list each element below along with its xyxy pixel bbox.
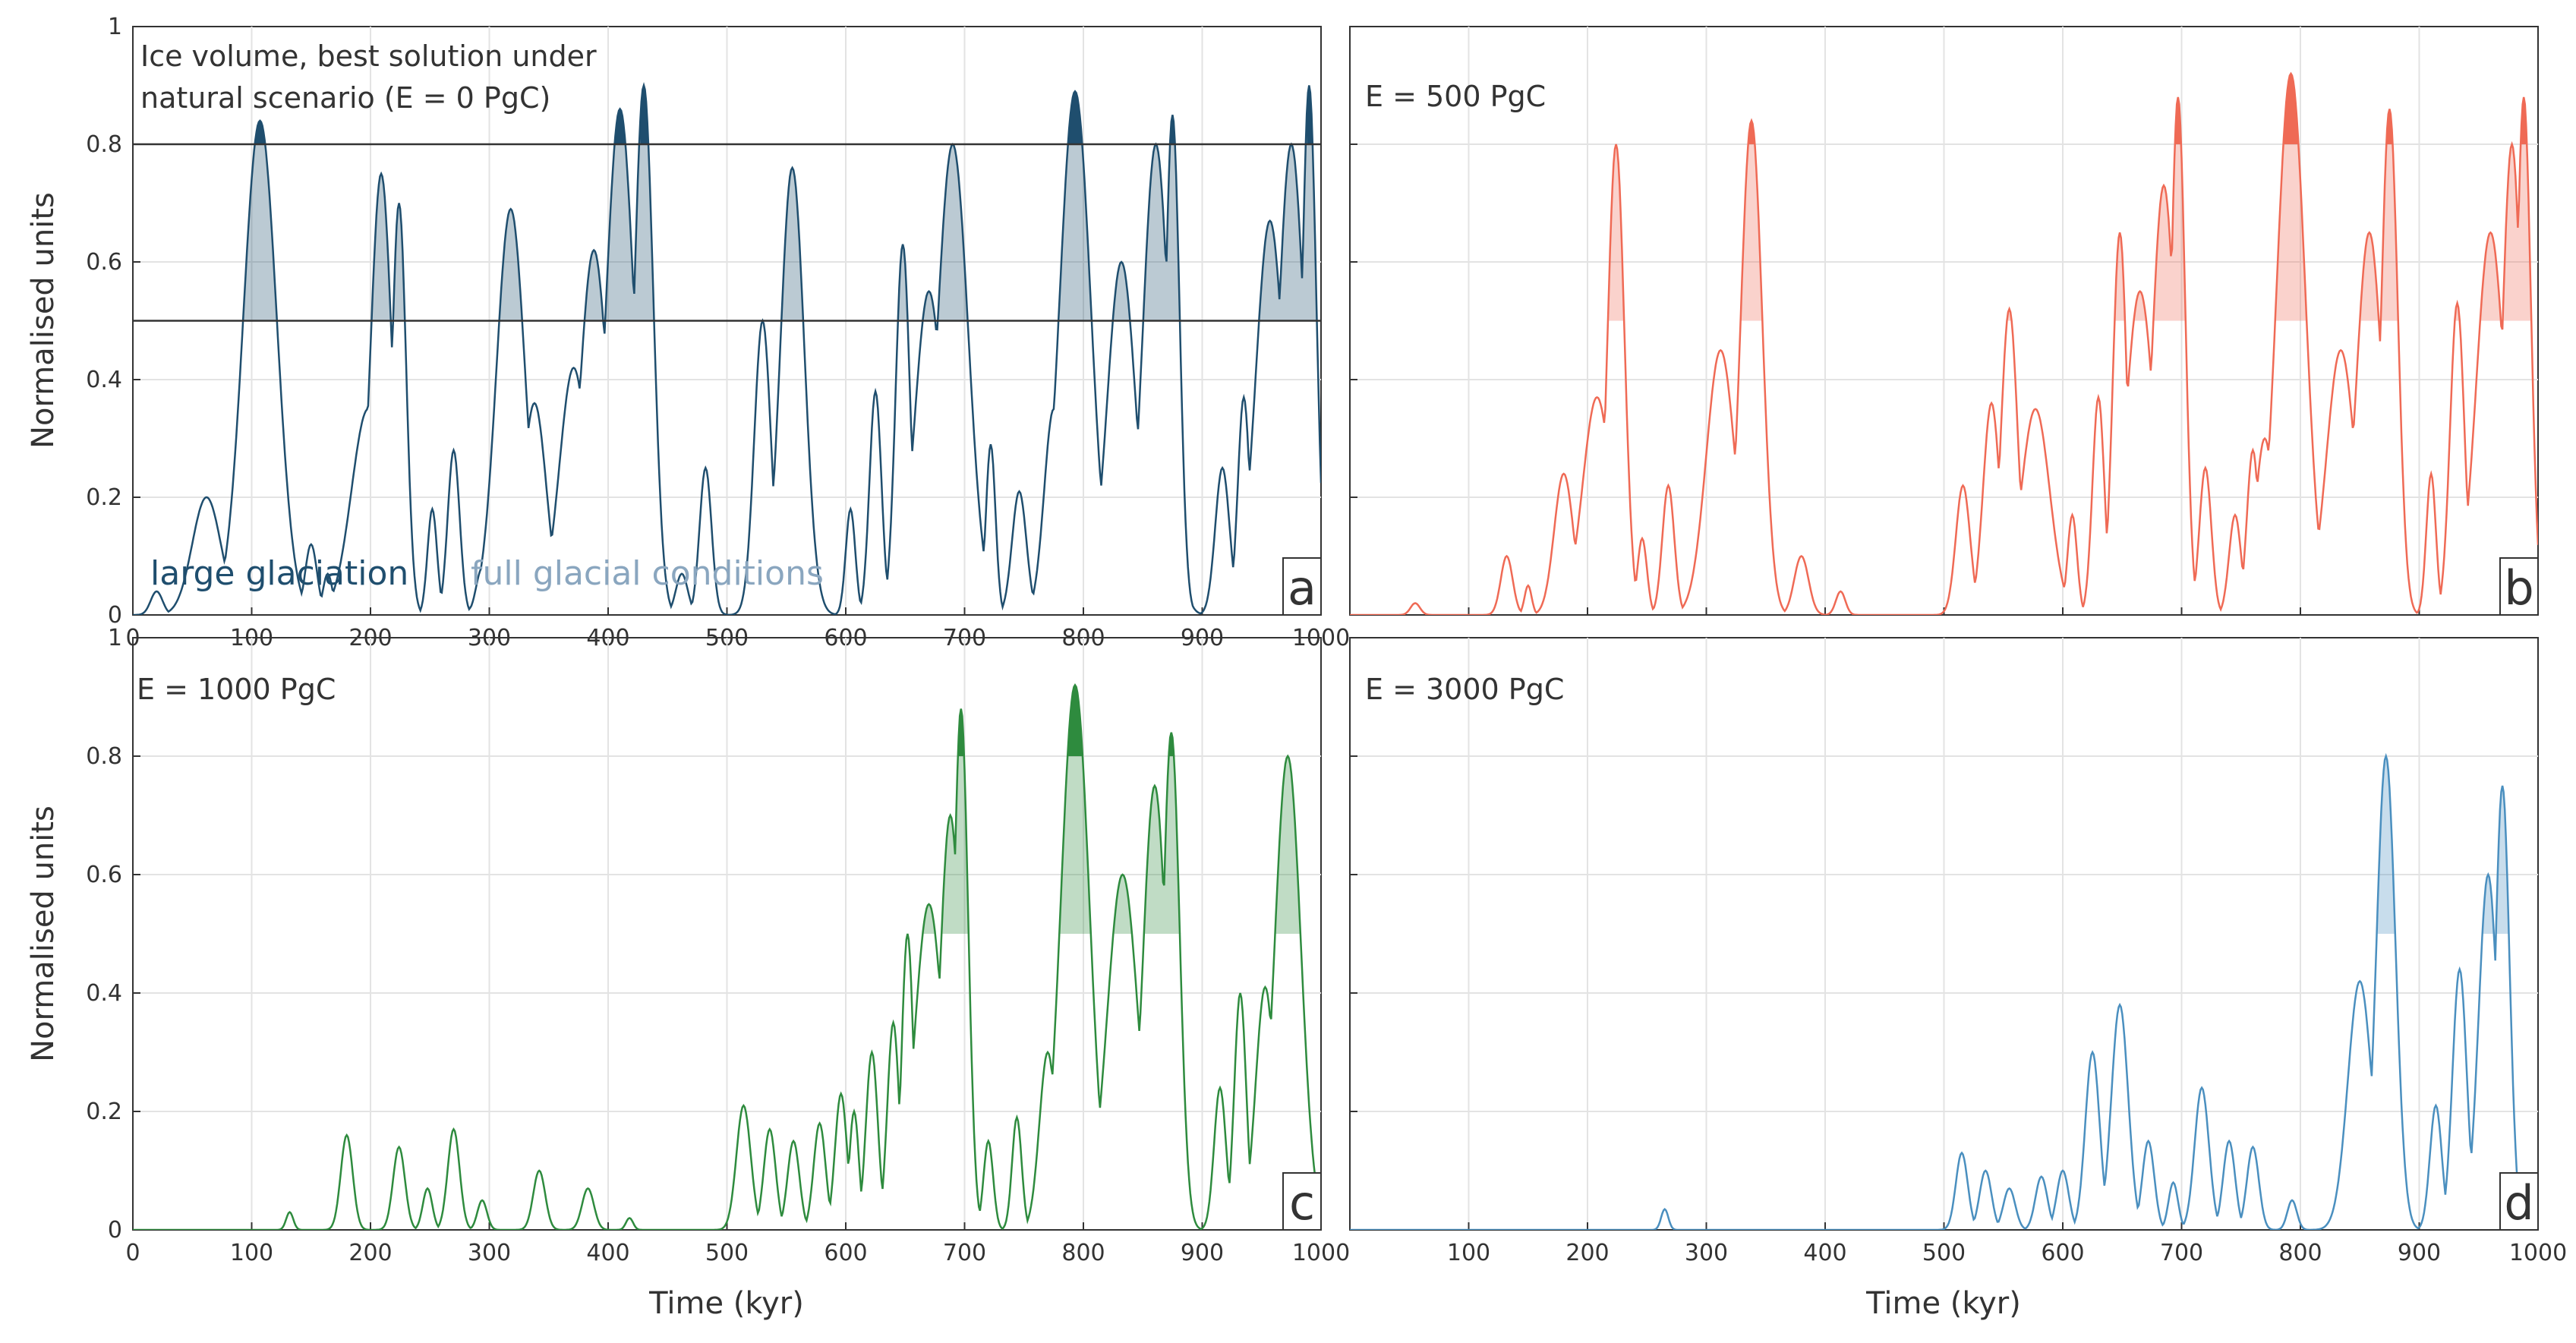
panel-a-ytick-label: 0.8 [86,131,122,158]
panel-b-full-glacial-fill [1609,144,2533,321]
panel-d-series-line [1350,752,2538,1230]
legend-full-glacial: full glacial conditions [471,554,824,593]
panel-c-xtick-label: 1000 [1292,1240,1350,1266]
panel-c-xtick-label: 0 [125,1240,140,1266]
panel-a-title-line-2: natural scenario (E = 0 PgC) [140,81,550,115]
panel-d-xtick-label: 800 [2278,1240,2322,1266]
panel-d-xtick-label: 700 [2160,1240,2203,1266]
panel-c-letter-box: c [1282,1172,1322,1231]
y-axis-label-bottom: Normalised units [26,805,61,1062]
panel-c-large-glaciation-fill [958,685,1175,756]
panel-a-letter-box: a [1282,557,1322,616]
panel-b-title: E = 500 PgC [1365,80,1546,113]
panel-c-xtick-label: 300 [468,1240,511,1266]
panel-c-title: E = 1000 PgC [137,673,336,706]
panel-b-series-line [1350,71,2538,615]
panel-c-full-glacial-fill [922,756,1301,934]
panel-b-letter-box: b [2499,557,2539,616]
panel-a-ytick-label: 1 [108,14,122,40]
panel-a-title-line-1: Ice volume, best solution under [140,39,597,73]
panel-a-letter: a [1288,560,1316,616]
panel-a-xtick-label: 1000 [1292,625,1350,651]
panel-c-ytick-label: 0.2 [86,1099,122,1125]
panel-d-full-glacial-fill [2377,756,2510,934]
panel-c-ytick-label: 0.4 [86,980,122,1007]
panel-a-ytick-label: 0.4 [86,367,122,393]
x-axis-label-right: Time (kyr) [1865,1286,2021,1321]
panel-c-xtick-label: 700 [943,1240,986,1266]
panel-c-ytick-label: 0.6 [86,862,122,888]
panel-d-xtick-label: 500 [1922,1240,1966,1266]
panel-b-large-glaciation-fill [1748,74,2527,144]
panel-c-xtick-label: 500 [705,1240,749,1266]
panel-d-xtick-label: 1000 [2509,1240,2567,1266]
y-axis-label-top: Normalised units [26,192,61,449]
panel-c-xtick-label: 200 [348,1240,392,1266]
panel-a-ytick-label: 0.6 [86,249,122,276]
panel-a-full-glacial-fill [243,144,1318,321]
panel-d-xtick-label: 400 [1803,1240,1846,1266]
panel-c-ytick-label: 0.8 [86,743,122,770]
panel-d-xtick-label: 200 [1565,1240,1609,1266]
panel-d-letter: d [2504,1175,2533,1231]
panel-a-series-line [133,81,1321,615]
panel-d-letter-box: d [2499,1172,2539,1231]
panel-d-plot: 100 200 300 400 500 600 700 800 900 1000 [1349,637,2567,1266]
plot-layer: 00.20.40.60.810 100 200 300 400 500 600 700 800 9… [86,14,2567,1266]
x-axis-label-left: Time (kyr) [648,1286,804,1321]
legend-large-glaciation: large glaciation [150,554,408,593]
panel-b-plot [1349,26,2539,616]
panel-d-xtick-label: 600 [2041,1240,2084,1266]
panel-a-ytick-label: 0 [108,602,122,629]
panel-d-xtick-label: 300 [1685,1240,1728,1266]
panel-a-ytick-label: 0.2 [86,484,122,511]
panel-c-ytick-label: 0 [108,1217,122,1244]
panel-c-xtick-label: 800 [1061,1240,1105,1266]
panel-c-series-line [133,683,1321,1230]
panel-c-letter: c [1289,1175,1315,1231]
panel-c-plot: 0 0.2 0.4 0.6 0.8 1 0 100 200 300 400 500 600 700 800 9… [86,625,1350,1266]
panel-c-xtick-label: 600 [824,1240,867,1266]
panel-d-xtick-label: 900 [2398,1240,2441,1266]
panel-d-xtick-label: 100 [1447,1240,1490,1266]
panel-c-xtick-label: 100 [230,1240,273,1266]
panel-c-xtick-label: 900 [1181,1240,1224,1266]
panel-c-xtick-label: 400 [586,1240,629,1266]
panel-b-letter: b [2504,560,2533,616]
panel-d-title: E = 3000 PgC [1365,673,1564,706]
panel-c-ytick-label: 1 [108,625,122,651]
